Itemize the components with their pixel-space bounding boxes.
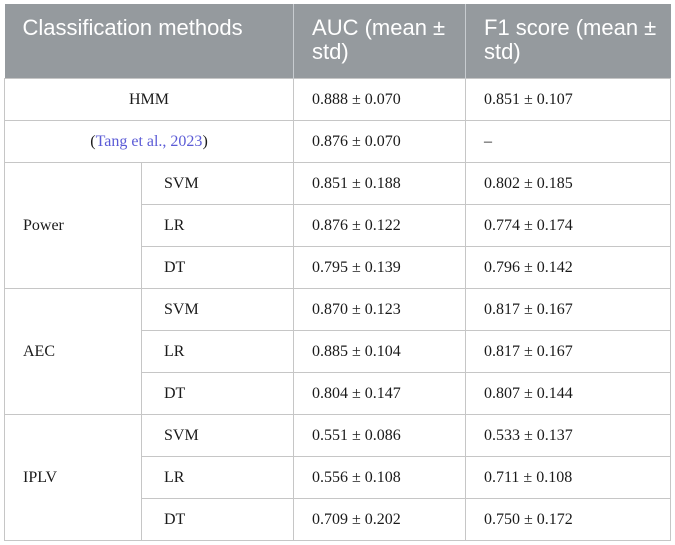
f1-cell: 0.817 ± 0.167 (465, 288, 672, 331)
method-label: LR (140, 456, 295, 499)
auc-cell: 0.709 ± 0.202 (293, 498, 467, 541)
table-row: LR 0.556 ± 0.108 0.711 ± 0.108 (5, 456, 672, 499)
table-row: DT 0.709 ± 0.202 0.750 ± 0.172 (5, 498, 672, 541)
auc-cell: 0.551 ± 0.086 (293, 414, 467, 457)
table-row: Power SVM 0.851 ± 0.188 0.802 ± 0.185 (4, 162, 672, 289)
method-label: LR (140, 204, 295, 247)
method-label: SVM (140, 162, 295, 205)
auc-cell: 0.851 ± 0.188 (293, 162, 467, 205)
f1-cell: 0.750 ± 0.172 (465, 498, 672, 541)
group-label-power: Power (4, 162, 142, 289)
method-label: SVM (140, 288, 295, 331)
table-row: IPLV SVM 0.551 ± 0.086 0.533 ± 0.137 (4, 414, 672, 541)
auc-cell: 0.876 ± 0.122 (293, 204, 467, 247)
table-row-hmm: HMM 0.888 ± 0.070 0.851 ± 0.107 (3, 78, 672, 121)
table-row: LR 0.876 ± 0.122 0.774 ± 0.174 (5, 204, 672, 247)
f1-cell: 0.817 ± 0.167 (465, 330, 672, 373)
results-table: Classification methods AUC (mean ± std) … (3, 4, 672, 541)
auc-cell: 0.804 ± 0.147 (293, 372, 467, 415)
group-label-aec: AEC (4, 288, 142, 415)
auc-cell: 0.870 ± 0.123 (293, 288, 467, 331)
method-label: LR (140, 330, 295, 373)
table-row: DT 0.795 ± 0.139 0.796 ± 0.142 (5, 246, 672, 289)
paren-open: ( (90, 132, 96, 150)
table-row: AEC SVM 0.870 ± 0.123 0.817 ± 0.167 (4, 288, 672, 415)
method-label: DT (140, 498, 295, 541)
f1-cell: – (465, 120, 672, 163)
group-label-iplv: IPLV (4, 414, 142, 541)
method-label: DT (140, 246, 295, 289)
method-label: (Tang et al., 2023) (3, 120, 295, 163)
auc-cell: 0.795 ± 0.139 (293, 246, 467, 289)
header-auc: AUC (mean ± std) (293, 4, 466, 79)
auc-cell: 0.556 ± 0.108 (293, 456, 467, 499)
header-f1: F1 score (mean ± std) (465, 4, 671, 79)
method-label: SVM (140, 414, 295, 457)
method-label: DT (140, 372, 295, 415)
table-row: DT 0.804 ± 0.147 0.807 ± 0.144 (5, 372, 672, 415)
f1-cell: 0.796 ± 0.142 (465, 246, 672, 289)
table-row-tang: (Tang et al., 2023) 0.876 ± 0.070 – (3, 120, 672, 163)
auc-cell: 0.888 ± 0.070 (293, 78, 467, 121)
citation-link[interactable]: Tang et al., 2023 (95, 132, 203, 150)
f1-cell: 0.851 ± 0.107 (465, 78, 672, 121)
f1-cell: 0.774 ± 0.174 (465, 204, 672, 247)
f1-cell: 0.807 ± 0.144 (465, 372, 672, 415)
f1-cell: 0.533 ± 0.137 (465, 414, 672, 457)
method-label: HMM (3, 78, 295, 121)
table-header: Classification methods AUC (mean ± std) … (4, 4, 671, 79)
auc-cell: 0.876 ± 0.070 (293, 120, 467, 163)
paren-close: ) (202, 132, 208, 150)
f1-cell: 0.802 ± 0.185 (465, 162, 672, 205)
table-row: LR 0.885 ± 0.104 0.817 ± 0.167 (5, 330, 672, 373)
auc-cell: 0.885 ± 0.104 (293, 330, 467, 373)
header-classification-methods: Classification methods (4, 4, 294, 79)
f1-cell: 0.711 ± 0.108 (465, 456, 672, 499)
